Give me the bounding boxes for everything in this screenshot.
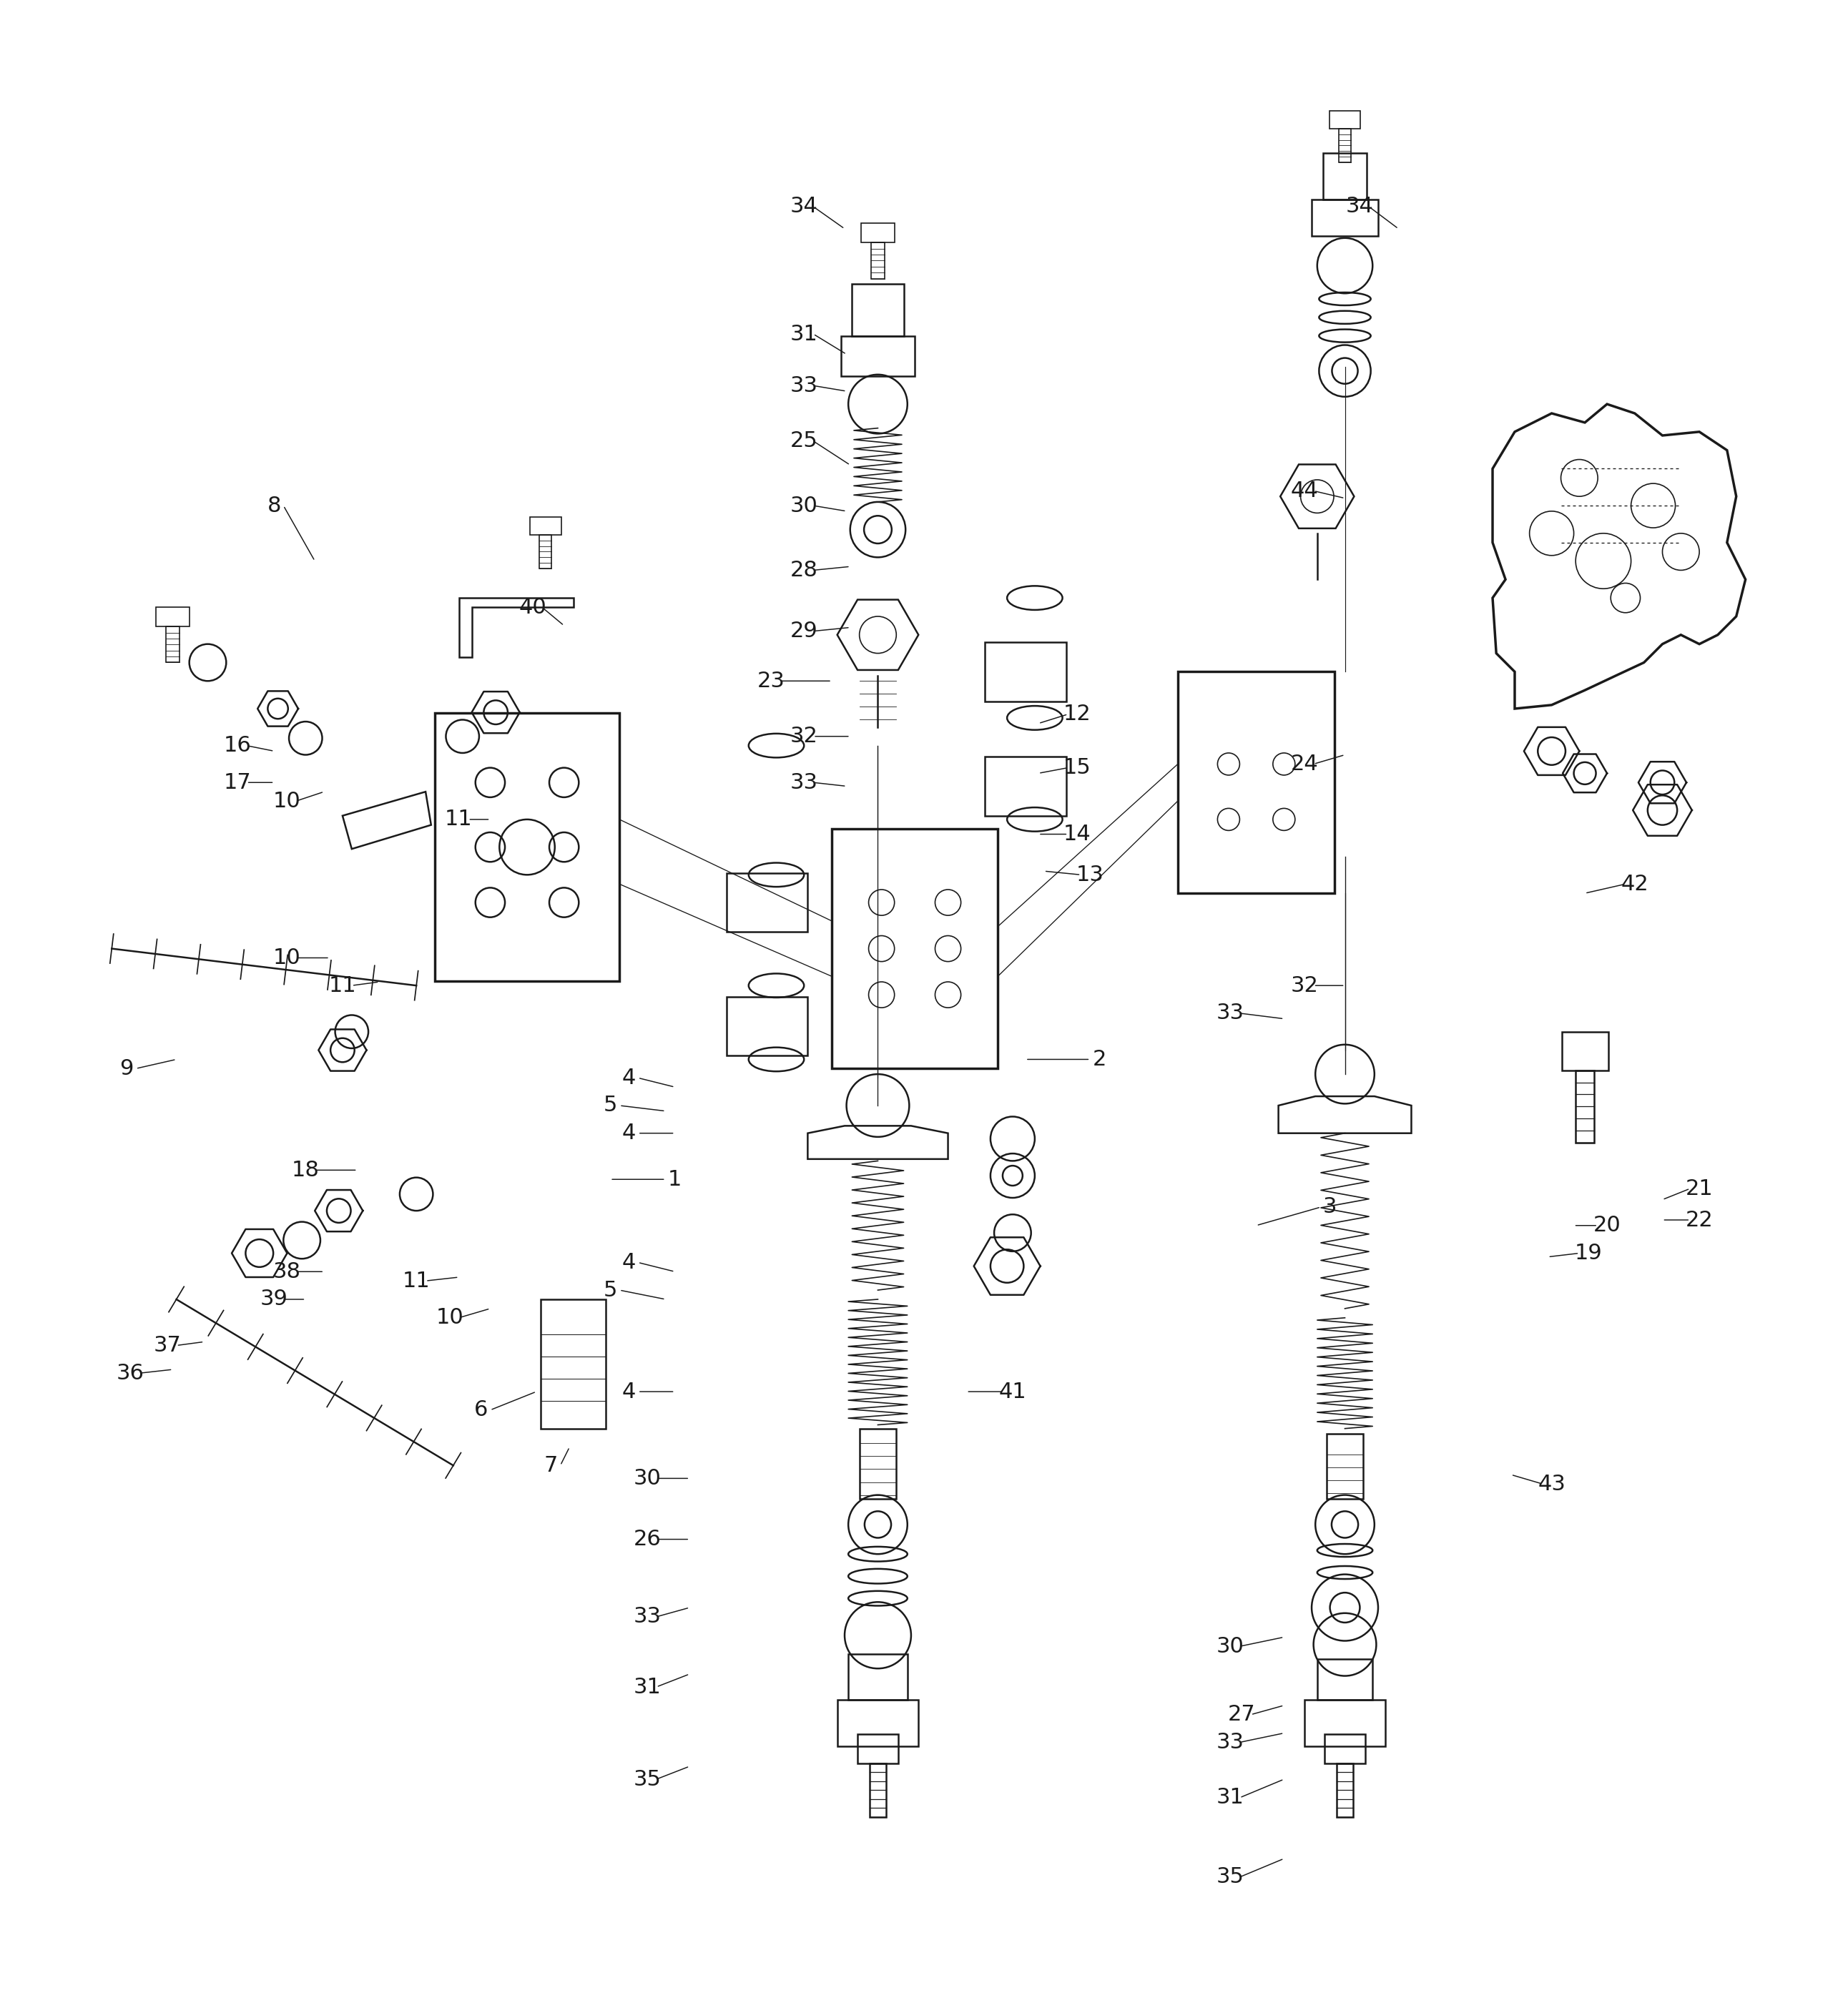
Text: 7: 7	[543, 1456, 558, 1476]
Bar	[1327, 1434, 1364, 1498]
Bar	[848, 1655, 907, 1701]
Text: 19: 19	[1574, 1243, 1602, 1263]
Text: 20: 20	[1593, 1215, 1621, 1235]
Text: 42: 42	[1621, 873, 1648, 894]
Text: 35: 35	[1216, 1867, 1244, 1888]
Text: 4: 4	[621, 1382, 636, 1402]
Text: 11: 11	[329, 976, 357, 996]
Bar	[870, 243, 885, 279]
Text: 36: 36	[116, 1363, 144, 1384]
Text: 34: 34	[791, 197, 819, 217]
Text: 33: 33	[634, 1606, 662, 1626]
Bar	[1338, 129, 1351, 163]
Text: 16: 16	[224, 735, 251, 755]
Text: 11: 11	[445, 809, 473, 829]
Text: 5: 5	[602, 1094, 617, 1116]
Bar	[1305, 1701, 1386, 1747]
Text: 43: 43	[1538, 1474, 1565, 1494]
Text: 31: 31	[1216, 1787, 1244, 1807]
Bar	[1177, 673, 1334, 894]
Bar	[985, 643, 1066, 701]
Bar	[726, 996, 808, 1056]
Text: 1: 1	[667, 1169, 682, 1189]
Text: 17: 17	[224, 773, 251, 793]
Bar	[837, 1701, 918, 1747]
Bar	[1323, 153, 1368, 199]
Bar	[726, 873, 808, 932]
Text: 21: 21	[1685, 1179, 1713, 1199]
Bar	[1576, 1070, 1595, 1143]
Bar	[1318, 1659, 1373, 1701]
Bar	[985, 757, 1066, 815]
Text: 26: 26	[634, 1528, 662, 1550]
Bar	[832, 829, 998, 1068]
Text: 18: 18	[292, 1161, 320, 1181]
Bar	[857, 1735, 898, 1763]
Text: 5: 5	[602, 1279, 617, 1301]
Bar	[1329, 110, 1360, 129]
Bar	[1336, 1763, 1353, 1817]
Text: 31: 31	[634, 1677, 662, 1697]
Text: 8: 8	[268, 496, 281, 516]
Text: 39: 39	[261, 1289, 288, 1309]
Bar	[841, 335, 915, 375]
Text: 33: 33	[791, 773, 819, 793]
Bar	[434, 713, 619, 982]
Text: 29: 29	[791, 620, 819, 641]
Bar	[541, 1299, 606, 1428]
Text: 12: 12	[1063, 705, 1090, 725]
Text: 22: 22	[1685, 1209, 1713, 1231]
Text: 2: 2	[1092, 1048, 1107, 1070]
Text: 6: 6	[475, 1400, 488, 1420]
Text: 10: 10	[274, 948, 301, 968]
Bar	[859, 1428, 896, 1498]
Text: 33: 33	[1216, 1733, 1244, 1753]
Bar	[852, 283, 904, 335]
Text: 44: 44	[1290, 480, 1318, 502]
Text: 32: 32	[1290, 976, 1318, 996]
Text: 4: 4	[621, 1122, 636, 1145]
Text: 13: 13	[1076, 863, 1103, 886]
Text: 14: 14	[1063, 823, 1090, 845]
Text: 41: 41	[998, 1382, 1026, 1402]
Text: 4: 4	[621, 1068, 636, 1088]
Text: 33: 33	[1216, 1002, 1244, 1024]
Text: 30: 30	[1216, 1637, 1244, 1657]
Bar	[155, 606, 190, 626]
Text: 23: 23	[758, 671, 785, 691]
Text: 25: 25	[791, 430, 819, 452]
Bar	[540, 534, 553, 568]
Bar	[530, 516, 562, 534]
Text: 28: 28	[791, 560, 819, 580]
Text: 32: 32	[791, 727, 819, 747]
Text: 30: 30	[634, 1468, 662, 1488]
Text: 37: 37	[153, 1335, 181, 1355]
Text: 11: 11	[403, 1271, 431, 1291]
Text: 38: 38	[274, 1261, 301, 1281]
Text: 40: 40	[519, 596, 547, 618]
Text: 10: 10	[274, 791, 301, 811]
Text: 3: 3	[1323, 1197, 1338, 1217]
Text: 9: 9	[120, 1058, 133, 1078]
Text: 31: 31	[791, 323, 819, 343]
Bar	[1562, 1032, 1608, 1070]
Text: 15: 15	[1063, 757, 1090, 779]
Text: 10: 10	[436, 1307, 464, 1327]
Bar	[1325, 1735, 1366, 1763]
Bar	[861, 223, 894, 243]
Text: 4: 4	[621, 1253, 636, 1273]
Text: 30: 30	[791, 496, 819, 516]
Text: 34: 34	[1345, 197, 1373, 217]
Text: 33: 33	[791, 375, 819, 396]
Text: 24: 24	[1290, 753, 1318, 775]
Bar	[1312, 199, 1379, 237]
Text: 35: 35	[634, 1769, 662, 1789]
Bar	[166, 626, 179, 663]
Bar	[870, 1763, 885, 1817]
Text: 27: 27	[1227, 1705, 1255, 1725]
